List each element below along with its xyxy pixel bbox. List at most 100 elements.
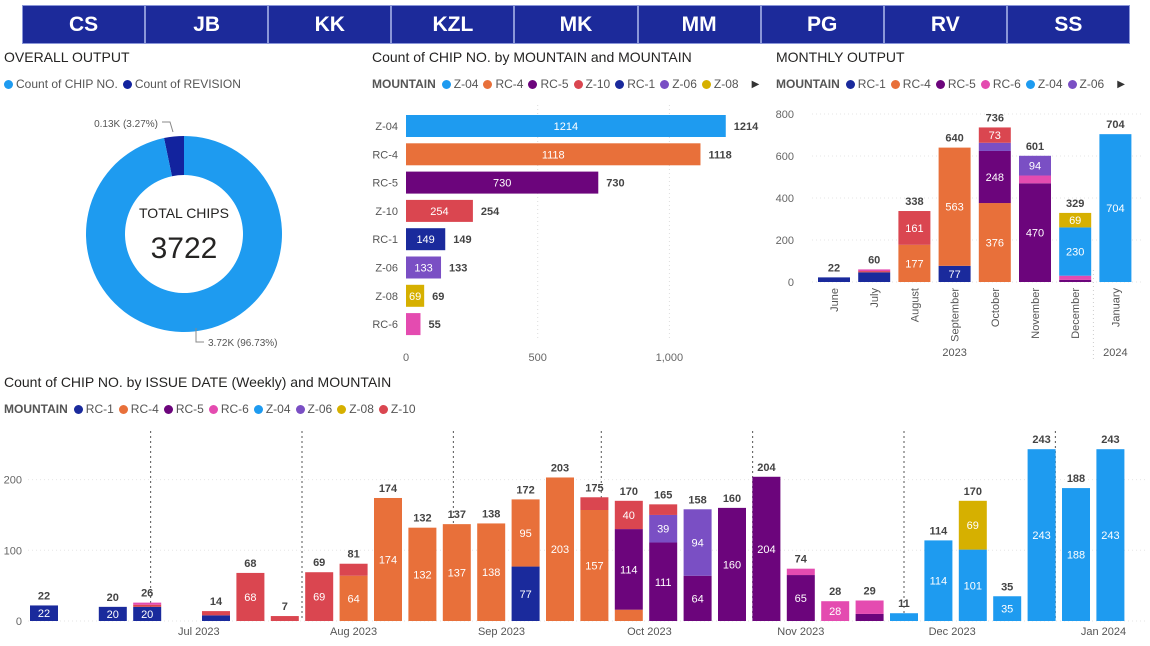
donut-center-value: 3722 xyxy=(151,232,218,265)
legend-item-rc-5[interactable]: RC-5 xyxy=(935,77,976,91)
legend-item-z-04[interactable]: Z-04 xyxy=(1025,77,1063,91)
weekly-bar-segment-z-10 xyxy=(133,604,162,607)
donut-legend: Count of CHIP NO. Count of REVISION xyxy=(4,77,246,91)
weekly-segment-label: 204 xyxy=(757,544,775,556)
legend-item-rc-1[interactable]: RC-1 xyxy=(615,77,655,91)
monthly-bar-segment-z-10 xyxy=(978,127,1011,143)
tab-ss[interactable]: SS xyxy=(1006,5,1130,44)
monthly-segment-label: 177 xyxy=(905,258,923,270)
legend-item-rc-1[interactable]: RC-1 xyxy=(845,77,886,91)
weekly-bar-segment-z-04 xyxy=(1062,488,1090,621)
legend-item-z-04[interactable]: Z-04 xyxy=(253,402,291,416)
weekly-total-label: 74 xyxy=(795,554,808,566)
tab-mm[interactable]: MM xyxy=(637,5,761,44)
hbar-x-tick: 1,000 xyxy=(656,352,684,364)
tab-pg[interactable]: PG xyxy=(760,5,884,44)
hbar-legend-title: MOUNTAIN xyxy=(372,77,436,91)
weekly-legend-title: MOUNTAIN xyxy=(4,402,68,416)
legend-dot-z-10 xyxy=(378,404,388,414)
legend-label-z-04: Z-04 xyxy=(1037,77,1063,91)
tab-jb[interactable]: JB xyxy=(145,5,269,44)
legend-label-rc-1: RC-1 xyxy=(85,402,114,416)
monthly-chart: 0 200 400 600 800 22 June 60 July 177 161 338 August… xyxy=(776,109,1144,362)
legend-label-rc-6: RC-6 xyxy=(220,402,249,416)
weekly-bar-segment-rc-4 xyxy=(614,609,643,621)
tab-kzl[interactable]: KZL xyxy=(391,5,515,44)
legend-item-rc-4[interactable]: RC-4 xyxy=(890,77,931,91)
monthly-total-label: 329 xyxy=(1066,198,1084,210)
weekly-bar-segment-rc-4 xyxy=(442,524,471,621)
legend-item-rc-1[interactable]: RC-1 xyxy=(73,402,114,416)
weekly-bar-segment-z-04 xyxy=(924,540,953,621)
hbar-bar-rc-1 xyxy=(406,228,446,251)
weekly-segment-label: 132 xyxy=(413,569,431,581)
weekly-title: Count of CHIP NO. by ISSUE DATE (Weekly)… xyxy=(4,374,392,390)
hbar-value-label: 254 xyxy=(481,206,500,218)
weekly-segment-label: 40 xyxy=(623,510,635,522)
legend-label-chip: Count of CHIP NO. xyxy=(16,77,118,91)
weekly-total-label: 158 xyxy=(688,494,706,506)
legend-item-rc-5[interactable]: RC-5 xyxy=(163,402,204,416)
weekly-total-label: 20 xyxy=(107,592,119,604)
legend-item-revision[interactable]: Count of REVISION xyxy=(122,77,241,91)
site-tabs: CS JB KK KZL MK MM PG RV SS xyxy=(22,5,1130,44)
legend-dot-rc-4 xyxy=(890,79,900,89)
legend-label-rc-5: RC-5 xyxy=(540,77,569,91)
weekly-segment-label: 114 xyxy=(930,576,948,588)
monthly-segment-label: 704 xyxy=(1106,203,1124,215)
weekly-y-tick: 200 xyxy=(4,475,22,487)
tab-kk[interactable]: KK xyxy=(268,5,392,44)
legend-dot-rc-5 xyxy=(935,79,945,89)
legend-item-z-10[interactable]: Z-10 xyxy=(378,402,416,416)
hbar-bar-z-06 xyxy=(406,256,442,279)
monthly-total-label: 22 xyxy=(828,262,840,274)
monthly-total-label: 601 xyxy=(1026,141,1044,153)
weekly-bar-segment-rc-4 xyxy=(339,575,368,621)
weekly-total-label: 69 xyxy=(313,557,325,569)
legend-dot-revision xyxy=(122,79,132,89)
hbar-category-label: Z-08 xyxy=(375,291,398,303)
legend-item-z-06[interactable]: Z-06 xyxy=(295,402,332,416)
weekly-bar-segment-z-10 xyxy=(305,572,334,621)
weekly-bar-segment-rc-4 xyxy=(546,477,574,621)
legend-item-rc-6[interactable]: RC-6 xyxy=(208,402,249,416)
legend-item-z-08[interactable]: Z-08 xyxy=(701,77,739,91)
weekly-total-label: 35 xyxy=(1001,581,1013,593)
hbar-category-label: RC-1 xyxy=(372,234,398,246)
hbar-category-label: Z-06 xyxy=(375,263,398,275)
legend-item-z-08[interactable]: Z-08 xyxy=(337,402,374,416)
legend-item-chip[interactable]: Count of CHIP NO. xyxy=(4,77,118,91)
monthly-legend-title: MOUNTAIN xyxy=(776,77,840,91)
donut-leader-small xyxy=(162,121,174,133)
tab-mk[interactable]: MK xyxy=(514,5,638,44)
monthly-category-label: June xyxy=(829,288,841,312)
legend-label-revision: Count of REVISION xyxy=(134,77,241,91)
legend-item-rc-6[interactable]: RC-6 xyxy=(980,77,1021,91)
legend-next-arrow-icon[interactable]: ▶ xyxy=(1117,78,1125,90)
legend-label-z-04: Z-04 xyxy=(265,402,291,416)
legend-item-z-10[interactable]: Z-10 xyxy=(573,77,610,91)
weekly-bar-segment-rc-6 xyxy=(786,568,815,576)
hbar-inside-label: 254 xyxy=(430,206,448,218)
donut-chart: TOTAL CHIPS 3722 0.13K (3.27%) 3.72K (96… xyxy=(85,119,282,349)
monthly-bar-segment-z-04 xyxy=(1059,227,1092,276)
tab-cs[interactable]: CS xyxy=(22,5,146,44)
legend-item-rc-4[interactable]: RC-4 xyxy=(483,77,523,91)
legend-item-rc-4[interactable]: RC-4 xyxy=(118,402,159,416)
tab-rv[interactable]: RV xyxy=(883,5,1007,44)
legend-item-z-06[interactable]: Z-06 xyxy=(660,77,697,91)
monthly-total-label: 640 xyxy=(945,133,963,145)
legend-label-rc-6: RC-6 xyxy=(992,77,1021,91)
legend-next-arrow-icon[interactable]: ▶ xyxy=(751,78,760,90)
weekly-x-label: Jan 2024 xyxy=(1081,626,1126,638)
weekly-segment-label: 203 xyxy=(551,544,569,556)
legend-dot-rc-4 xyxy=(118,404,128,414)
legend-item-z-06[interactable]: Z-06 xyxy=(1067,77,1104,91)
monthly-bar-segment-rc-6 xyxy=(1059,275,1092,280)
monthly-total-label: 704 xyxy=(1106,119,1125,131)
legend-item-rc-5[interactable]: RC-5 xyxy=(528,77,569,91)
legend-dot-z-06 xyxy=(1067,79,1077,89)
monthly-bar-segment-rc-5 xyxy=(1019,183,1051,282)
legend-item-z-04[interactable]: Z-04 xyxy=(441,77,478,91)
donut-label-small: 0.13K (3.27%) xyxy=(94,119,158,130)
